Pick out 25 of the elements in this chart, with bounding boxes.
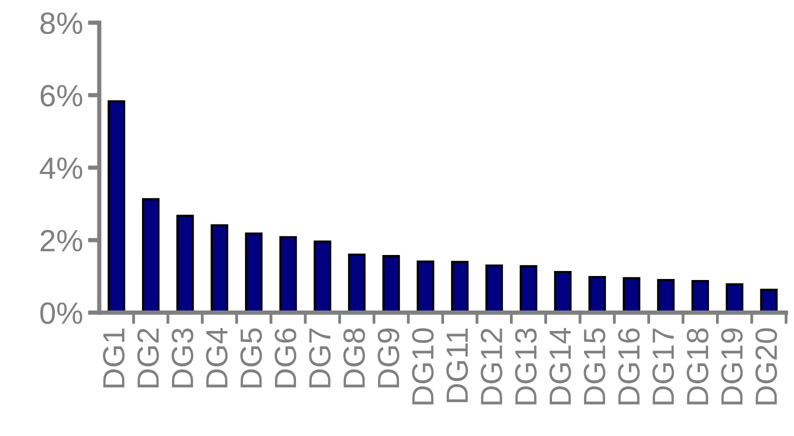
x-tick-label: DG16 bbox=[618, 328, 640, 404]
x-tick-label: DG9 bbox=[378, 328, 400, 388]
x-tick-label: DG19 bbox=[721, 328, 743, 404]
x-tick-label: DG3 bbox=[172, 328, 194, 388]
x-tick-label: DG7 bbox=[309, 328, 331, 388]
x-tick-label: DG4 bbox=[206, 328, 228, 388]
x-tick-label: DG20 bbox=[755, 328, 778, 404]
y-tick-label: 0% bbox=[40, 302, 82, 324]
y-tick-label: 4% bbox=[40, 158, 82, 179]
x-tick-label: DG5 bbox=[240, 328, 262, 388]
x-tick-label: DG14 bbox=[549, 328, 572, 404]
x-tick-label: DG12 bbox=[480, 328, 502, 404]
y-tick-label: 2% bbox=[40, 230, 82, 252]
x-tick-label: DG10 bbox=[412, 328, 434, 404]
x-tick-label: DG15 bbox=[584, 328, 606, 404]
x-tick-label: DG1 bbox=[102, 328, 125, 388]
x-tick-label: DG6 bbox=[274, 328, 296, 388]
y-tick-label: 8% bbox=[40, 12, 82, 34]
y-tick-label: 6% bbox=[40, 84, 82, 107]
x-tick-label: DG11 bbox=[446, 328, 468, 402]
x-tick-label: DG13 bbox=[515, 328, 537, 404]
x-tick-label: DG17 bbox=[652, 328, 674, 404]
x-tick-label: DG2 bbox=[137, 328, 159, 388]
x-tick-label: DG18 bbox=[686, 328, 708, 404]
x-tick-label: DG8 bbox=[343, 328, 366, 388]
